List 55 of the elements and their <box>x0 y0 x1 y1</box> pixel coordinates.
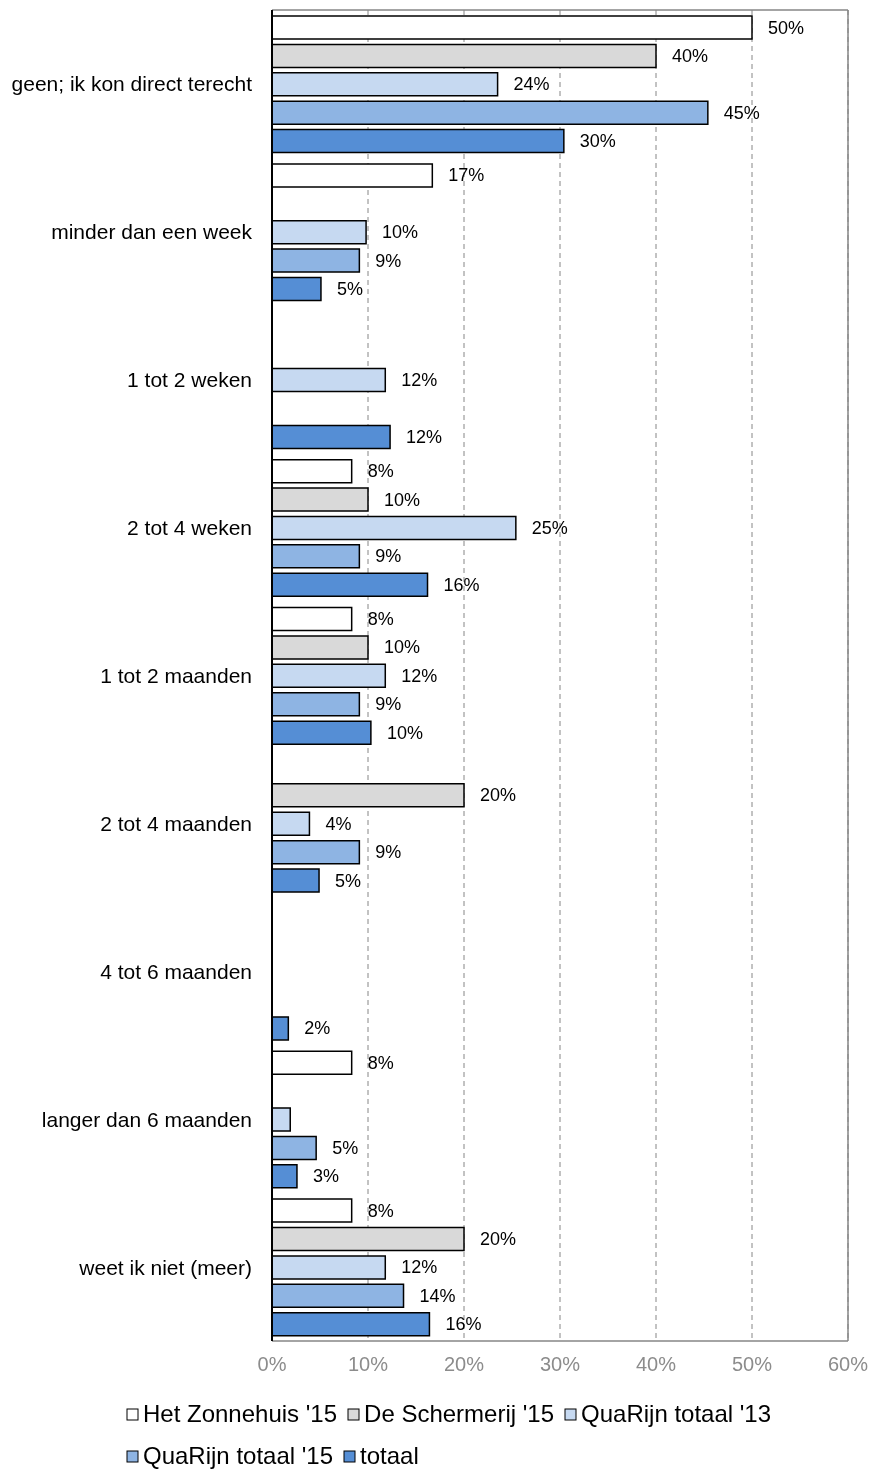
x-tick-label: 50% <box>731 1353 773 1376</box>
data-label: 5% <box>336 278 363 299</box>
data-label: 20% <box>480 785 517 806</box>
data-label: 8% <box>367 461 394 482</box>
y-tick-label: 2 tot 4 maanden <box>100 811 252 835</box>
data-label: 8% <box>367 1200 394 1221</box>
x-tick-label: 30% <box>539 1353 581 1376</box>
x-tick-label: 60% <box>827 1353 869 1376</box>
data-label: 8% <box>367 1052 394 1073</box>
data-label: 40% <box>672 45 709 66</box>
data-label: 12% <box>406 426 443 447</box>
data-label: 16% <box>443 574 480 595</box>
y-tick-label: geen; ik kon direct terecht <box>11 72 253 96</box>
legend-label: QuaRijn totaal '13 <box>581 1399 772 1429</box>
x-tick-label: 40% <box>635 1353 677 1376</box>
data-label: 9% <box>375 250 402 271</box>
legend-label: QuaRijn totaal '15 <box>143 1441 334 1471</box>
legend-label: totaal <box>360 1441 419 1471</box>
data-label: 4% <box>325 813 352 834</box>
data-label: 17% <box>448 165 485 186</box>
legend-label: Het Zonnehuis '15 <box>143 1399 338 1429</box>
data-label: 5% <box>335 870 362 891</box>
y-tick-label: minder dan een week <box>51 220 253 244</box>
data-label: 2% <box>304 1018 331 1039</box>
data-label: 50% <box>768 17 805 38</box>
y-tick-label: 4 tot 6 maanden <box>100 959 252 983</box>
data-label: 8% <box>367 609 394 630</box>
x-tick-label: 20% <box>443 1353 485 1376</box>
data-label: 3% <box>312 1166 339 1187</box>
legend-label: De Schermerij '15 <box>364 1399 555 1429</box>
data-label: 12% <box>401 1257 438 1278</box>
data-label: 45% <box>723 102 760 123</box>
data-label: 10% <box>382 222 419 243</box>
data-label: 10% <box>384 637 421 658</box>
data-label: 30% <box>579 131 616 152</box>
data-label: 24% <box>513 74 550 95</box>
y-tick-label: weet ik niet (meer) <box>78 1255 252 1279</box>
y-tick-label: langer dan 6 maanden <box>41 1107 252 1131</box>
data-label: 10% <box>386 722 423 743</box>
data-label: 25% <box>531 517 568 538</box>
data-label: 20% <box>480 1229 517 1250</box>
data-label: 12% <box>401 665 438 686</box>
data-label: 5% <box>332 1137 359 1158</box>
data-label: 10% <box>384 489 421 510</box>
y-tick-label: 1 tot 2 weken <box>127 368 252 392</box>
data-label: 9% <box>375 694 402 715</box>
data-label: 9% <box>375 842 402 863</box>
y-tick-label: 2 tot 4 weken <box>127 516 252 540</box>
data-label: 12% <box>401 370 438 391</box>
x-tick-label: 0% <box>257 1353 287 1376</box>
data-label: 16% <box>445 1314 482 1335</box>
x-tick-label: 10% <box>347 1353 389 1376</box>
y-tick-label: 1 tot 2 maanden <box>100 663 252 687</box>
data-label: 14% <box>419 1285 456 1306</box>
data-label: 9% <box>375 546 402 567</box>
